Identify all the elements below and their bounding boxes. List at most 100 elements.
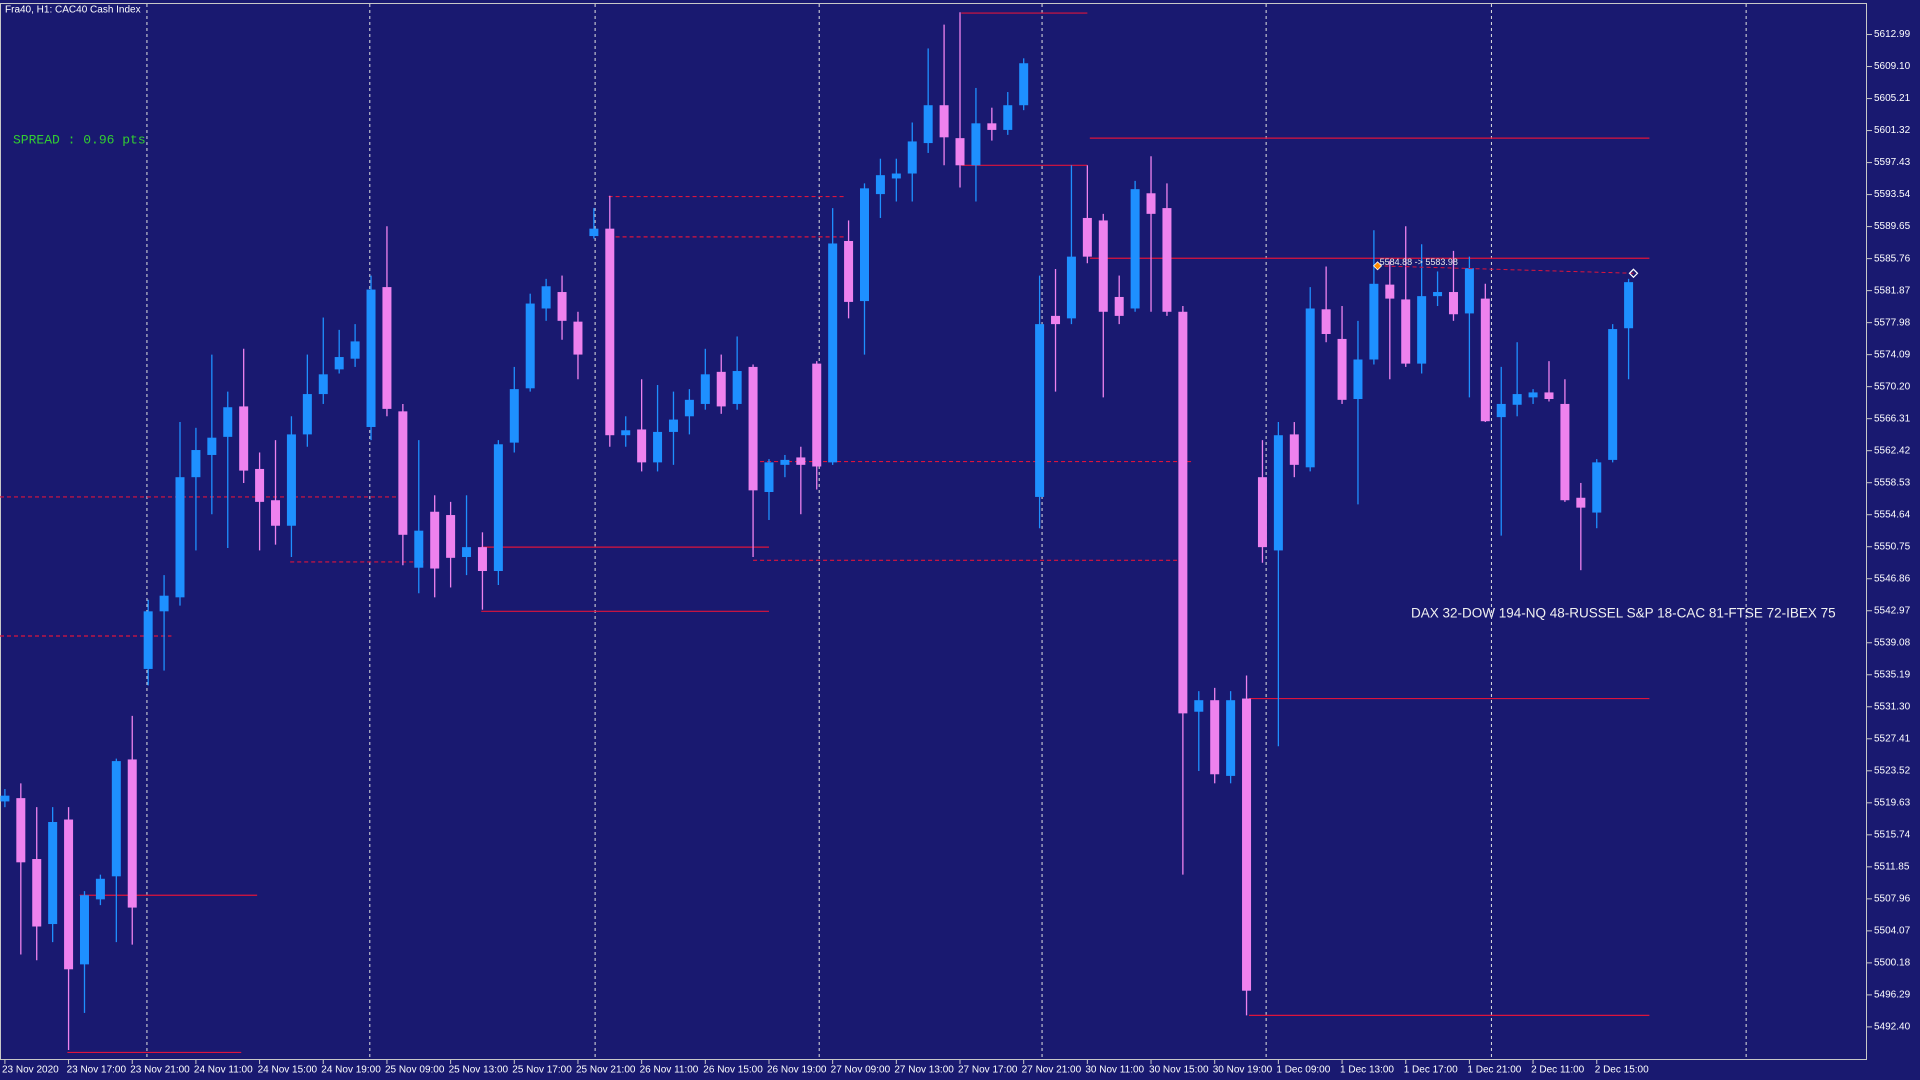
x-tick-label: 1 Dec 21:00: [1467, 1065, 1521, 1076]
x-tick-label: 1 Dec 09:00: [1276, 1065, 1330, 1076]
x-tick-label: 30 Nov 19:00: [1213, 1065, 1273, 1076]
candle-body: [589, 228, 599, 237]
trend-anchor: [1372, 261, 1383, 271]
candle-body: [239, 406, 249, 471]
candle-body: [1448, 292, 1458, 315]
candle-body: [64, 819, 74, 970]
y-tick-label: 5570.20: [1874, 381, 1911, 392]
candle-body: [1257, 477, 1267, 548]
candle-body: [923, 105, 933, 144]
candle-body: [1130, 189, 1140, 309]
candle-body: [414, 530, 424, 568]
candle-body: [573, 321, 583, 355]
candle-body: [716, 371, 726, 407]
candle-body: [891, 173, 901, 179]
y-tick-label: 5593.54: [1874, 189, 1911, 200]
candle-body: [684, 399, 694, 417]
candle-body: [1003, 105, 1013, 130]
y-tick-label: 5577.98: [1874, 317, 1911, 328]
x-tick-label: 24 Nov 11:00: [194, 1065, 253, 1076]
y-tick-label: 5531.30: [1874, 701, 1911, 712]
x-tick-label: 1 Dec 13:00: [1340, 1065, 1394, 1076]
candle-body: [605, 228, 615, 436]
x-tick-label: 26 Nov 19:00: [767, 1065, 827, 1076]
candle-body: [1464, 268, 1474, 314]
candle-body: [318, 374, 328, 395]
candle-body: [1433, 292, 1443, 297]
candle-body: [1194, 700, 1204, 712]
candle-body: [1608, 329, 1618, 460]
candle-body: [1098, 220, 1108, 312]
trend-anchor: [1628, 268, 1639, 279]
x-tick-label: 23 Nov 21:00: [130, 1065, 190, 1076]
candle-body: [828, 243, 838, 463]
candle-body: [366, 289, 376, 427]
candle-body: [1273, 435, 1283, 551]
y-tick-label: 5542.97: [1874, 605, 1911, 616]
y-tick-label: 5504.07: [1874, 926, 1911, 937]
candle-body: [653, 431, 663, 463]
candle-body: [1544, 392, 1554, 400]
candle-body: [875, 175, 885, 195]
candle-body: [1114, 296, 1124, 316]
x-tick-label: 2 Dec 15:00: [1595, 1065, 1649, 1076]
candle-body: [668, 419, 678, 432]
candle-body: [844, 241, 854, 302]
trendline: [1377, 265, 1634, 274]
y-tick-label: 5550.75: [1874, 541, 1911, 552]
y-tick-label: 5554.64: [1874, 509, 1911, 520]
candle-body: [955, 138, 965, 166]
candle-body: [971, 123, 981, 166]
candle-body: [430, 511, 440, 569]
candle-body: [1337, 338, 1347, 400]
candle-body: [748, 366, 758, 491]
candle-body: [191, 450, 201, 478]
candle-body: [446, 515, 456, 558]
y-tick-label: 5601.32: [1874, 125, 1911, 136]
candle-body: [271, 500, 281, 526]
candle-body: [286, 434, 296, 526]
candle-body: [143, 611, 153, 669]
x-tick-label: 26 Nov 11:00: [640, 1065, 699, 1076]
candle-body: [1051, 315, 1061, 325]
y-tick-label: 5500.18: [1874, 958, 1911, 969]
candle-body: [1162, 208, 1172, 312]
x-tick-label: 27 Nov 09:00: [831, 1065, 891, 1076]
plot-frame: [0, 3, 1867, 1060]
candle-body: [223, 407, 233, 437]
candle-body: [1066, 256, 1076, 319]
candle-body: [1035, 324, 1045, 497]
candle-body: [477, 547, 487, 572]
candle-body: [334, 357, 344, 370]
y-tick-label: 5589.65: [1874, 221, 1911, 232]
y-tick-label: 5546.86: [1874, 573, 1911, 584]
candle-body: [796, 457, 806, 465]
y-tick-label: 5597.43: [1874, 157, 1911, 168]
candle-body: [541, 286, 551, 309]
y-tick-label: 5507.96: [1874, 893, 1911, 904]
candle-body: [1353, 359, 1363, 400]
y-tick-label: 5562.42: [1874, 445, 1911, 456]
candle-body: [1242, 698, 1252, 991]
y-tick-label: 5523.52: [1874, 765, 1911, 776]
y-tick-label: 5574.09: [1874, 349, 1911, 360]
candle-body: [302, 394, 312, 435]
candle-body: [1592, 462, 1602, 513]
trend-label: 5584.88 -> 5583.98: [1380, 257, 1458, 267]
candle-body: [987, 123, 997, 130]
y-tick-label: 5609.10: [1874, 61, 1911, 72]
x-tick-label: 24 Nov 15:00: [258, 1065, 318, 1076]
candle-body: [1369, 283, 1379, 360]
candle-body: [1624, 282, 1634, 329]
x-tick-label: 26 Nov 15:00: [703, 1065, 763, 1076]
candle-body: [16, 798, 26, 863]
candle-body: [907, 141, 917, 174]
candle-body: [207, 437, 217, 455]
x-tick-label: 27 Nov 13:00: [894, 1065, 954, 1076]
x-tick-label: 27 Nov 21:00: [1022, 1065, 1082, 1076]
y-tick-label: 5492.40: [1874, 1022, 1911, 1033]
x-tick-label: 23 Nov 17:00: [67, 1065, 127, 1076]
y-tick-label: 5605.21: [1874, 93, 1911, 104]
candle-body: [1321, 309, 1331, 334]
